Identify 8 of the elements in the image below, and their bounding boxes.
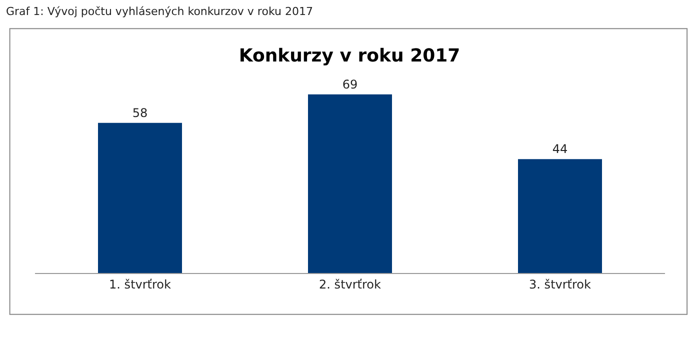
x-tick-label: 2. štvrťrok: [319, 277, 382, 292]
data-label: 69: [342, 77, 358, 92]
x-tick-label: 1. štvrťrok: [109, 277, 172, 292]
text: Graf 1: Vývoj počtu vyhlásených konkurzov v roku 2017: [6, 5, 313, 18]
data-label: 58: [132, 106, 148, 120]
chart-title: Konkurzy v roku 2017: [238, 45, 460, 66]
x-tick-label: 3. štvrťrok: [529, 277, 592, 292]
data-label: 44: [552, 142, 568, 156]
